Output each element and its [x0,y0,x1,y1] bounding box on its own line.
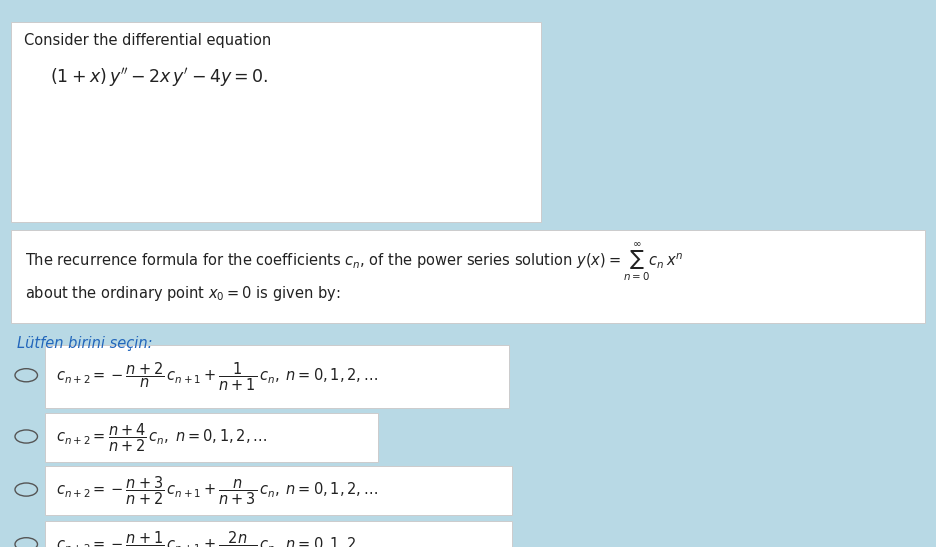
Text: The recurrence formula for the coefficients $c_n$, of the power series solution : The recurrence formula for the coefficie… [25,241,682,283]
Text: $c_{n+2} = -\dfrac{n+1}{n+2}\,c_{n+1} + \dfrac{2n}{n+1}\,c_n,\; n = 0, 1, 2, \ld: $c_{n+2} = -\dfrac{n+1}{n+2}\,c_{n+1} + … [56,529,378,547]
FancyBboxPatch shape [45,521,511,547]
FancyBboxPatch shape [11,230,924,323]
Text: Consider the differential equation: Consider the differential equation [24,33,271,48]
Text: $c_{n+2} = -\dfrac{n+3}{n+2}\,c_{n+1} + \dfrac{n}{n+3}\,c_n,\; n = 0, 1, 2, \ldo: $c_{n+2} = -\dfrac{n+3}{n+2}\,c_{n+1} + … [56,474,378,507]
Text: $c_{n+2} = \dfrac{n+4}{n+2}\,c_n,\; n = 0, 1, 2, \ldots$: $c_{n+2} = \dfrac{n+4}{n+2}\,c_n,\; n = … [56,421,268,454]
FancyBboxPatch shape [45,345,508,408]
Text: $c_{n+2} = -\dfrac{n+2}{n}\,c_{n+1} + \dfrac{1}{n+1}\,c_n,\; n = 0, 1, 2, \ldots: $c_{n+2} = -\dfrac{n+2}{n}\,c_{n+1} + \d… [56,360,378,393]
FancyBboxPatch shape [45,466,511,515]
Text: Lütfen birini seçin:: Lütfen birini seçin: [17,336,153,351]
FancyBboxPatch shape [45,413,377,462]
Text: $(1 + x)\,y^{\prime\prime} - 2x\,y^{\prime} - 4y = 0.$: $(1 + x)\,y^{\prime\prime} - 2x\,y^{\pri… [51,66,269,89]
Text: about the ordinary point $x_0 = 0$ is given by:: about the ordinary point $x_0 = 0$ is gi… [25,284,340,302]
FancyBboxPatch shape [11,22,540,222]
